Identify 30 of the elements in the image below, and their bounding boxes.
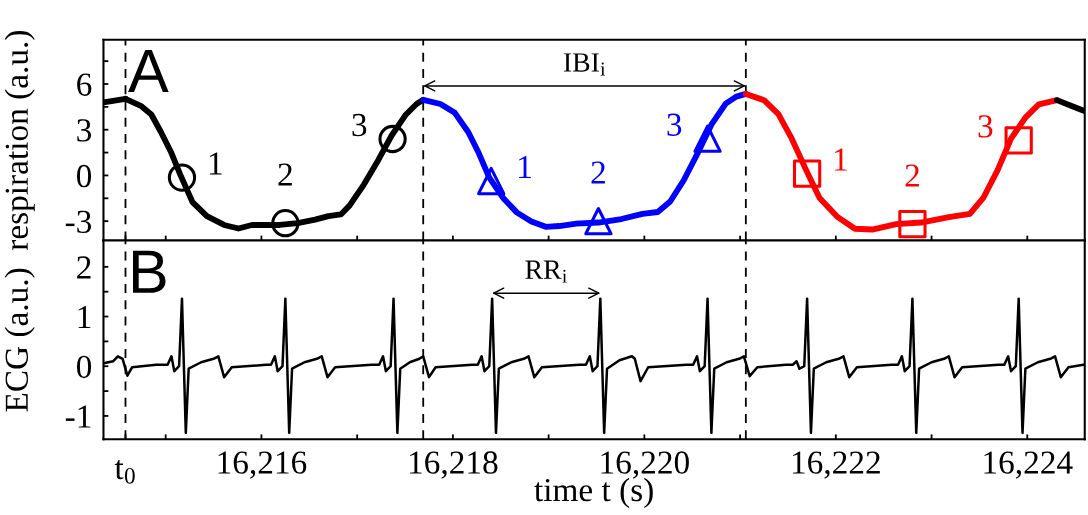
x-tick-label: 16,216: [218, 451, 307, 479]
annotation: A: [128, 50, 169, 93]
y-axis-title: ECG (a.u.): [4, 268, 35, 412]
y-tick-label: -3: [65, 210, 92, 234]
annotation: 2: [278, 163, 292, 186]
annotation: B: [133, 250, 166, 293]
y-tick-label: 6: [77, 73, 92, 96]
x-tick-label: 16,220: [601, 451, 689, 479]
y-tick-label: 1: [78, 306, 91, 329]
y-tick-label: 0: [76, 164, 92, 188]
annotation: 1: [209, 152, 222, 175]
y-tick-label: 3: [77, 119, 92, 142]
annotation: 3: [978, 115, 993, 138]
annotation: 1: [835, 148, 847, 171]
y-tick-label: 2: [77, 256, 91, 279]
annotation: 3: [352, 113, 367, 137]
annotation: t$_{0}$: [114, 460, 135, 484]
x-tick-label: 16,224: [984, 451, 1073, 479]
annotation: IBI$_{i}$: [563, 53, 606, 76]
annotation: 1: [519, 155, 531, 178]
x-tick-label: 16,222: [792, 451, 880, 479]
y-tick-label: 0: [76, 355, 92, 379]
annotation: 2: [905, 164, 919, 187]
annotation: 2: [591, 161, 605, 184]
annotation: RR$_{i}$: [525, 260, 567, 283]
y-tick-label: -1: [65, 405, 91, 428]
annotation: 3: [667, 113, 682, 136]
y-axis-title: respiration (a.u.): [4, 31, 35, 251]
x-axis-title: time t (s): [534, 477, 653, 509]
x-tick-label: 16,218: [409, 451, 498, 479]
